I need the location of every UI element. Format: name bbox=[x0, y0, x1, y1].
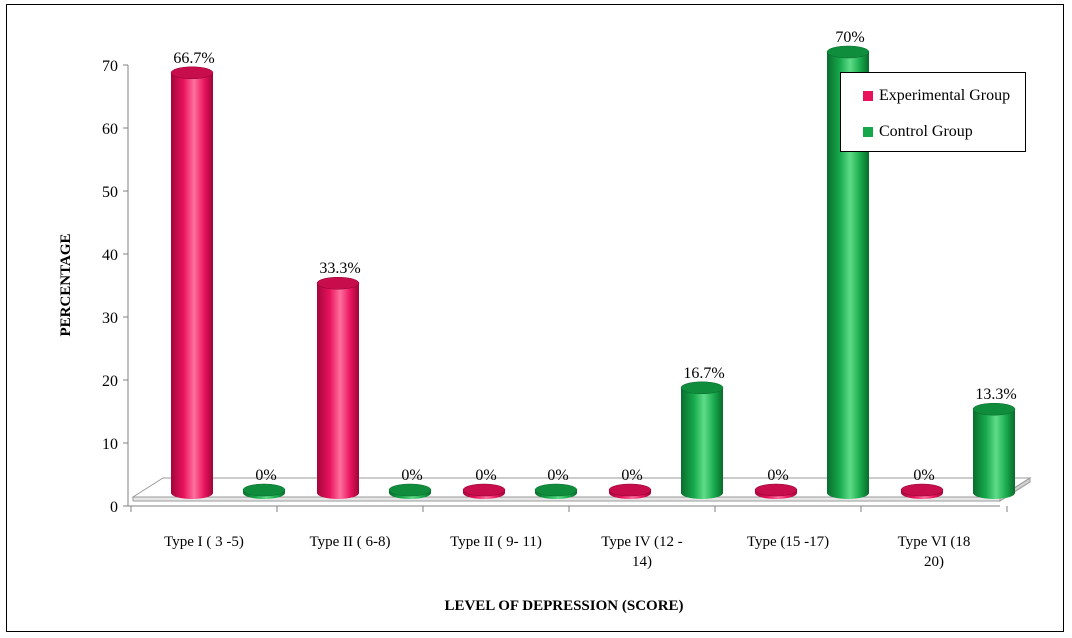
y-tick-label: 0 bbox=[110, 499, 118, 516]
bar-top bbox=[242, 483, 286, 497]
data-label: 13.3% bbox=[975, 386, 1016, 403]
bar-control-2 bbox=[534, 483, 578, 499]
data-label: 0% bbox=[547, 467, 568, 484]
y-tick-label: 60 bbox=[102, 121, 118, 138]
chart-legend: Experimental Group Control Group bbox=[840, 72, 1026, 152]
data-label: 66.7% bbox=[173, 50, 214, 67]
data-labels: 66.7% 33.3% 0% 0% 0% 0% 0% 0% 0% 16.7% 70% 13.3% bbox=[173, 29, 1016, 484]
y-axis-title: PERCENTAGE bbox=[58, 233, 74, 336]
data-label: 0% bbox=[475, 467, 496, 484]
y-tick-label: 20 bbox=[102, 373, 118, 390]
bar-body bbox=[681, 387, 723, 499]
bar-top bbox=[462, 483, 506, 497]
legend-item-experimental: Experimental Group bbox=[863, 87, 1010, 105]
bar-control-3 bbox=[680, 381, 724, 499]
bar-marks bbox=[170, 45, 1016, 499]
category-labels: Type I ( 3 -5) Type II ( 6-8) Type II ( 9-… bbox=[164, 534, 970, 570]
bar-experimental-3 bbox=[608, 483, 652, 499]
bar-top bbox=[608, 483, 652, 497]
bar-experimental-1 bbox=[316, 276, 360, 499]
bar-body bbox=[973, 409, 1015, 499]
bar-top bbox=[388, 483, 432, 497]
bar-body bbox=[827, 52, 869, 499]
y-tick-label: 40 bbox=[102, 247, 118, 264]
category-label: 14) bbox=[632, 554, 652, 570]
y-tick-label: 10 bbox=[102, 436, 118, 453]
bar-body bbox=[317, 283, 359, 499]
category-label: Type II ( 9- 11) bbox=[450, 534, 542, 550]
chart-axes bbox=[127, 65, 1008, 512]
data-label: 0% bbox=[401, 467, 422, 484]
bar-top bbox=[534, 483, 578, 497]
bar-top bbox=[680, 381, 724, 395]
bar-control-1 bbox=[388, 483, 432, 499]
data-label: 33.3% bbox=[319, 260, 360, 277]
category-label: Type II ( 6-8) bbox=[310, 534, 391, 550]
bar-experimental-0 bbox=[170, 66, 214, 499]
category-label: Type (15 -17) bbox=[747, 534, 829, 550]
y-tick-label: 50 bbox=[102, 184, 118, 201]
bar-top bbox=[972, 402, 1016, 416]
category-label: Type IV (12 - bbox=[601, 534, 683, 550]
legend-swatch-control bbox=[863, 127, 873, 137]
bar-top bbox=[316, 276, 360, 290]
legend-swatch-experimental bbox=[863, 91, 873, 101]
bar-top bbox=[170, 66, 214, 80]
bar-control-5 bbox=[972, 402, 1016, 499]
x-axis-title: LEVEL OF DEPRESSION (SCORE) bbox=[444, 598, 683, 614]
category-label: 20) bbox=[924, 554, 944, 570]
category-label: Type I ( 3 -5) bbox=[164, 534, 244, 550]
y-axis-ticks: 0 10 20 30 40 50 60 70 bbox=[102, 58, 128, 516]
bar-control-4 bbox=[826, 45, 870, 499]
y-tick-label: 30 bbox=[102, 310, 118, 327]
bar-control-0 bbox=[242, 483, 286, 499]
bar-experimental-5 bbox=[900, 483, 944, 499]
bar-top bbox=[754, 483, 798, 497]
bar-experimental-2 bbox=[462, 483, 506, 499]
data-label: 70% bbox=[835, 29, 864, 46]
y-tick-label: 70 bbox=[102, 58, 118, 75]
bar-top bbox=[826, 45, 870, 59]
data-label: 0% bbox=[621, 467, 642, 484]
data-label: 0% bbox=[913, 467, 934, 484]
bar-experimental-4 bbox=[754, 483, 798, 499]
data-label: 16.7% bbox=[683, 365, 724, 382]
bar-top bbox=[900, 483, 944, 497]
data-label: 0% bbox=[767, 467, 788, 484]
bar-body bbox=[171, 72, 213, 499]
data-label: 0% bbox=[255, 467, 276, 484]
category-label: Type VI (18 bbox=[898, 534, 971, 550]
legend-label-control: Control Group bbox=[879, 123, 973, 140]
legend-item-control: Control Group bbox=[863, 123, 973, 141]
legend-label-experimental: Experimental Group bbox=[879, 87, 1011, 104]
